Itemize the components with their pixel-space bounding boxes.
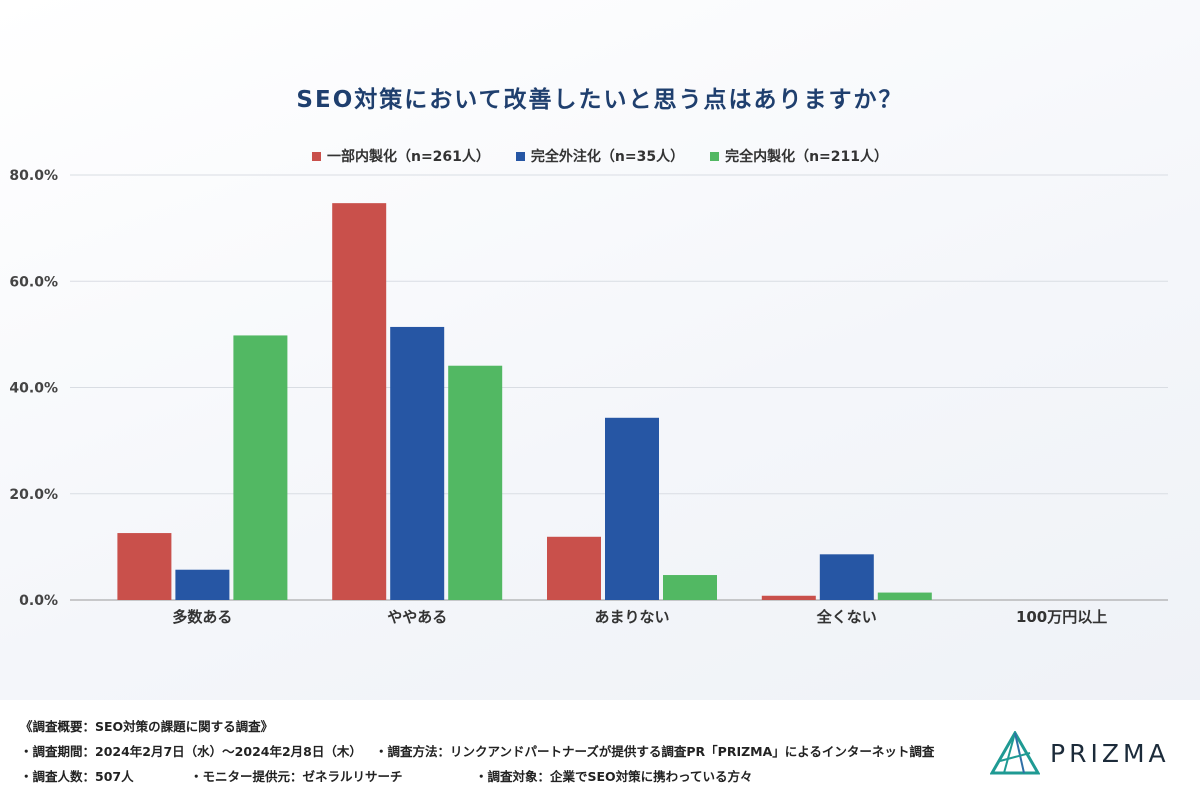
legend-swatch-red [311,151,321,161]
bar [332,203,387,600]
brand-logo: PRIZMA [990,730,1180,776]
bar [663,575,717,600]
bar [761,595,816,600]
brand-name: PRIZMA [1050,738,1170,768]
legend-label: 完全外注化（n=35人） [530,149,685,165]
y-tick-label: 80.0% [9,168,58,184]
bar [390,326,445,600]
survey-monitor: ・モニター提供元：ゼネラルリサーチ [190,769,403,784]
prism-logo-icon [990,731,1040,775]
bar [175,569,230,600]
bar [605,417,659,600]
bar [448,365,503,600]
legend-item-series-1: 一部内製化（n=261人） [311,146,490,166]
survey-count: ・調査人数：507人 [20,769,134,784]
legend-label: 一部内製化（n=261人） [326,149,490,165]
bar [877,592,932,600]
survey-footer: 《調査概要：SEO対策の課題に関する調査》 ・調査期間：2024年2月7日（水）… [0,700,1200,800]
y-tick-label: 60.0% [9,274,58,290]
y-tick-label: 40.0% [9,381,58,397]
legend-swatch-blue [515,151,525,161]
survey-target: ・調査対象：企業でSEO対策に携わっている方々 [475,769,753,784]
y-tick-label: 0.0% [19,593,58,609]
survey-summary: 《調査概要：SEO対策の課題に関する調査》 ・調査期間：2024年2月7日（水）… [20,714,934,789]
survey-method: ・調査方法：リンクアンドパートナーズが提供する調査PR「PRIZMA」によるイン… [375,744,935,759]
bar [819,554,874,600]
x-tick-label: 多数ある [172,608,232,626]
legend-label: 完全内製化（n=211人） [725,149,889,165]
bar [547,536,601,600]
survey-period: ・調査期間：2024年2月7日（水）〜2024年2月8日（木） [20,744,362,759]
legend-item-series-2: 完全外注化（n=35人） [515,146,685,166]
chart-legend: 一部内製化（n=261人） 完全外注化（n=35人） 完全内製化（n=211人） [0,146,1200,166]
legend-swatch-green [710,151,720,161]
survey-heading: 《調査概要：SEO対策の課題に関する調査》 [20,719,274,734]
x-tick-label: ややある [387,608,447,626]
bar [233,335,288,600]
x-tick-label: あまりない [594,608,669,626]
survey-row-2: ・調査人数：507人 ・モニター提供元：ゼネラルリサーチ ・調査対象：企業でSE… [20,764,934,789]
bar-chart: 0.0% 20.0% 40.0% 60.0% 80.0% 多数ある ややある あまりない 全くな… [9,168,1168,626]
chart-title: SEO対策において改善したいと思う点はありますか？ [296,87,904,113]
bar [117,533,172,600]
legend-item-series-3: 完全内製化（n=211人） [710,146,888,166]
x-tick-label: 全くない [816,608,877,626]
y-tick-label: 20.0% [9,487,58,503]
survey-row-1: ・調査期間：2024年2月7日（水）〜2024年2月8日（木） ・調査方法：リン… [20,739,934,764]
x-tick-label: 100万円以上 [1016,608,1107,626]
